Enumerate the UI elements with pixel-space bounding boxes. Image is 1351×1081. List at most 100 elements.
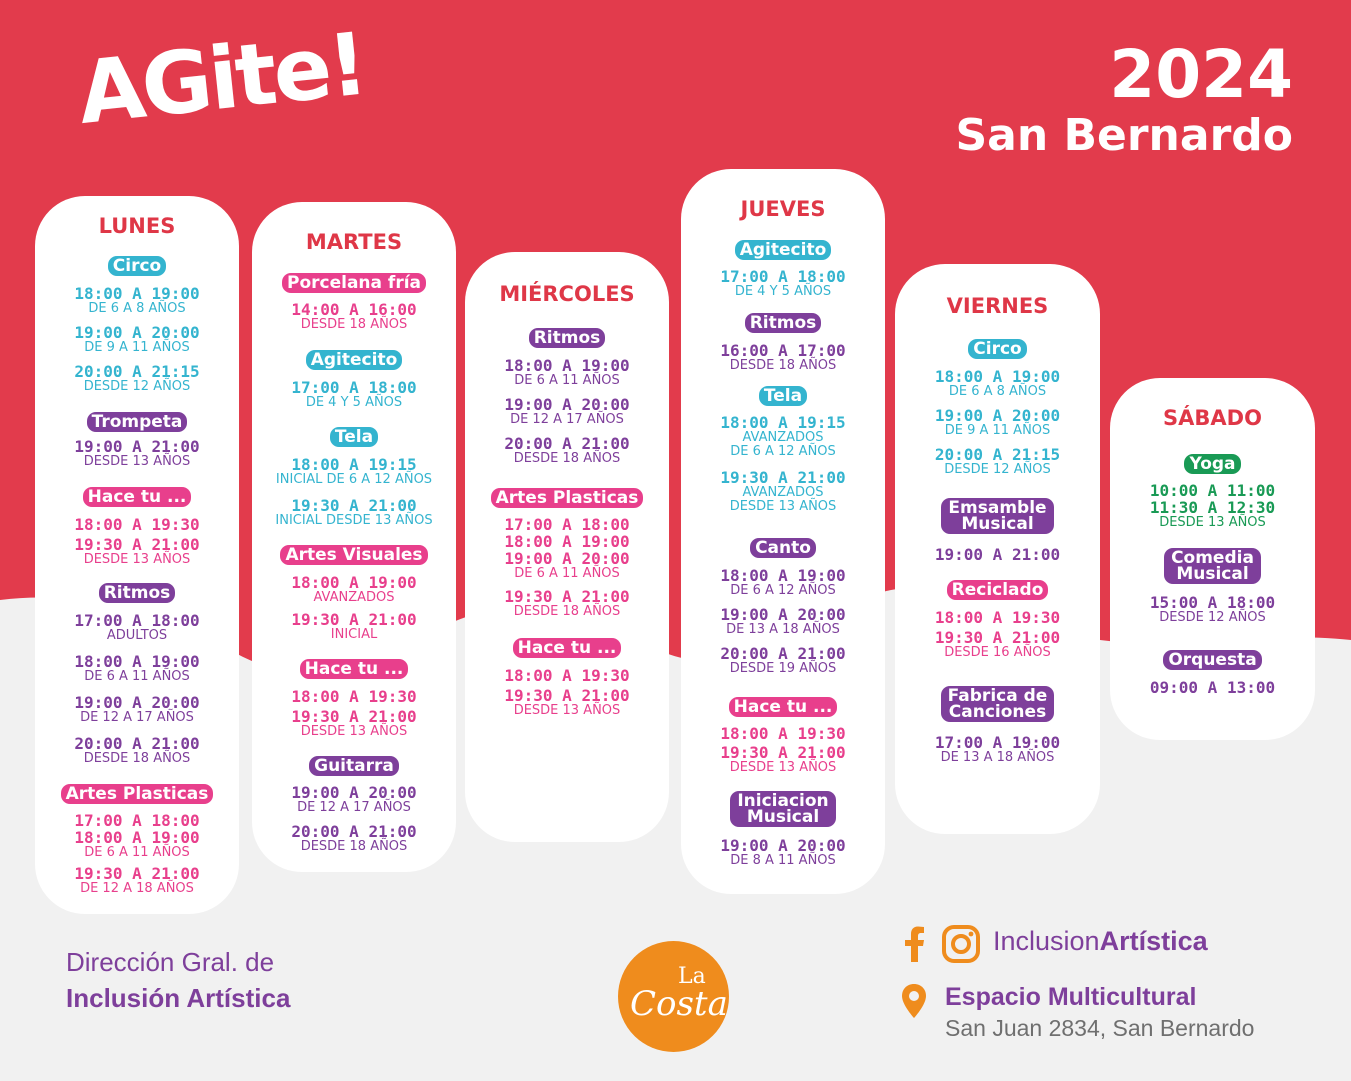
time-text: 19:30 A 21:00 [291, 496, 417, 515]
detail-text: DESDE 13 AÑOS [1159, 515, 1266, 530]
detail-text: DE 12 A 18 AÑOS [80, 881, 194, 896]
time-text: 19:00 A 21:00 [934, 545, 1061, 564]
activity-label: Artes Visuales [280, 545, 428, 565]
activity-label-line1: Emsamble [948, 498, 1047, 518]
time-text: 18:00 A 19:00 [504, 356, 630, 375]
venue-name: Espacio Multicultural [945, 983, 1197, 1011]
time-text: 18:00 A 19:00 [291, 573, 417, 592]
detail-text: DESDE 13 AÑOS [513, 703, 621, 718]
activity-label-line2: Canciones [948, 702, 1047, 722]
city-title: San Bernardo [955, 110, 1293, 161]
time-text: 18:00 A 19:00 [74, 652, 200, 671]
day-title-martes: MARTES [305, 230, 403, 254]
time-text: 19:00 A 20:00 [720, 605, 846, 624]
detail-text: DE 9 A 11 AÑOS [84, 340, 190, 355]
time-text: 19:00 A 21:00 [74, 437, 200, 456]
detail-text: INICIAL [330, 627, 378, 642]
detail-text: DE 6 A 8 AÑOS [88, 301, 186, 316]
block-lunes-circo: Circo 18:00 A 19:00 DE 6 A 8 AÑOS 19:00 … [35, 256, 239, 394]
instagram-icon[interactable] [941, 924, 981, 964]
day-title-lunes: LUNES [98, 214, 176, 238]
time-text: 10:00 A 11:00 [1149, 481, 1276, 500]
block-lunes-ritmos: Ritmos 17:00 A 18:00 ADULTOS 18:00 A 19:… [35, 583, 239, 766]
activity-label: Emsamble Musical [941, 498, 1054, 534]
detail-text: AVANZADOS [742, 430, 824, 445]
detail-text: DESDE 12 AÑOS [1159, 610, 1266, 625]
activity-label: Ritmos [528, 328, 606, 348]
detail-text: INICIAL DESDE 13 AÑOS [275, 513, 433, 528]
detail-text: DE 4 Y 5 AÑOS [305, 395, 403, 410]
time-text: 20:00 A 21:15 [74, 362, 200, 381]
time-text: 18:00 A 19:15 [720, 413, 846, 432]
time-text: 18:00 A 19:30 [74, 515, 200, 534]
year-title: 2024 [1109, 36, 1293, 113]
detail-text: DE 6 A 11 AÑOS [514, 566, 620, 581]
activity-label: Ritmos [744, 313, 822, 333]
column-sabado: SÁBADO Yoga 10:00 A 11:00 11:30 A 12:30 … [1110, 378, 1315, 740]
activity-label-line1: Iniciacion [737, 791, 829, 811]
block-martes-artes-visuales: Artes Visuales 18:00 A 19:00 AVANZADOS 1… [252, 545, 456, 642]
column-martes: MARTES Porcelana fría 14:00 A 16:00 DESD… [252, 202, 456, 872]
organization-line1: Dirección Gral. de [66, 947, 275, 977]
organization-line2: Inclusión Artística [66, 983, 291, 1013]
activity-label-line1: Comedia [1171, 548, 1254, 568]
organization-credit: Dirección Gral. de Inclusión Artística [66, 944, 290, 1016]
social-row: InclusionArtística [901, 922, 1301, 966]
venue-block: Espacio Multicultural San Juan 2834, San… [901, 981, 1321, 1051]
block-miercoles-hace-tu: Hace tu ... 18:00 A 19:30 19:30 A 21:00 … [465, 638, 669, 718]
block-jueves-tela: Tela 18:00 A 19:15 AVANZADOS DE 6 A 12 A… [681, 386, 885, 514]
time-text: 20:00 A 21:00 [291, 822, 417, 841]
detail-text: DESDE 13 AÑOS [300, 724, 408, 739]
activity-label: Yoga [1184, 454, 1241, 474]
time-text: 18:00 A 19:30 [934, 608, 1061, 627]
activity-label-line1: Fabrica de [947, 686, 1048, 706]
activity-label: Comedia Musical [1164, 548, 1261, 584]
activity-label-line2: Musical [1176, 564, 1249, 584]
block-viernes-emsamble-musical: Emsamble Musical 19:00 A 21:00 [895, 498, 1100, 563]
time-text: 09:00 A 13:00 [1149, 678, 1276, 697]
activity-label: Iniciacion Musical [730, 791, 836, 827]
column-miercoles: MIÉRCOLES Ritmos 18:00 A 19:00 DE 6 A 11… [465, 252, 669, 842]
column-jueves: JUEVES Agitecito 17:00 A 18:00 DE 4 Y 5 … [681, 169, 885, 894]
activity-label: Guitarra [309, 756, 399, 776]
detail-text: DESDE 13 AÑOS [83, 454, 191, 469]
time-text: 19:30 A 21:00 [720, 468, 846, 487]
block-lunes-trompeta: Trompeta 19:00 A 21:00 DESDE 13 AÑOS [35, 412, 239, 469]
time-text: 19:00 A 20:00 [74, 323, 200, 342]
column-lunes: LUNES Circo 18:00 A 19:00 DE 6 A 8 AÑOS … [35, 196, 239, 914]
detail-text: DE 12 A 17 AÑOS [510, 412, 624, 427]
detail-text: DESDE 16 AÑOS [944, 645, 1051, 660]
time-text: 19:00 A 20:00 [720, 836, 846, 855]
activity-label-line2: Musical [746, 807, 820, 827]
social-handle[interactable]: InclusionArtística [993, 926, 1208, 957]
time-text: 17:00 A 19:00 [934, 733, 1061, 752]
facebook-icon[interactable] [901, 926, 927, 962]
la-costa-seal: La Costa [618, 941, 729, 1052]
activity-label: Porcelana fría [282, 273, 426, 293]
block-viernes-circo: Circo 18:00 A 19:00 DE 6 A 8 AÑOS 19:00 … [895, 339, 1100, 477]
detail-text: DESDE 18 AÑOS [300, 839, 408, 854]
social-handle-bold: Artística [1099, 926, 1208, 956]
seal-text-bottom: Costa [630, 984, 728, 1024]
column-viernes: VIERNES Circo 18:00 A 19:00 DE 6 A 8 AÑO… [895, 264, 1100, 834]
time-text: 20:00 A 21:00 [504, 434, 630, 453]
detail-text: DE 13 A 18 AÑOS [940, 750, 1055, 765]
block-viernes-fabrica-de-canciones: Fabrica de Canciones 17:00 A 19:00 DE 13… [895, 686, 1100, 765]
detail-text: DE 13 A 18 AÑOS [726, 622, 840, 637]
detail-text: INICIAL DE 6 A 12 AÑOS [275, 472, 433, 487]
activity-label: Canto [750, 538, 816, 558]
time-text: 20:00 A 21:00 [720, 644, 846, 663]
time-text: 19:30 A 21:00 [74, 864, 200, 883]
detail-text: DESDE 19 AÑOS [729, 661, 837, 676]
time-text: 17:00 A 18:00 [720, 267, 846, 286]
detail-text: DESDE 18 AÑOS [513, 604, 621, 619]
time-text: 18:00 A 19:15 [291, 455, 417, 474]
detail-text: DESDE 13 AÑOS [83, 552, 191, 567]
activity-label: Reciclado [946, 580, 1049, 600]
time-text: 18:00 A 19:00 [934, 367, 1061, 386]
time-text: 19:00 A 20:00 [74, 693, 200, 712]
social-handle-plain: Inclusion [993, 926, 1100, 956]
activity-label: Ritmos [98, 583, 176, 603]
time-text: 18:00 A 19:00 [74, 284, 200, 303]
activity-label: Hace tu ... [512, 638, 622, 658]
